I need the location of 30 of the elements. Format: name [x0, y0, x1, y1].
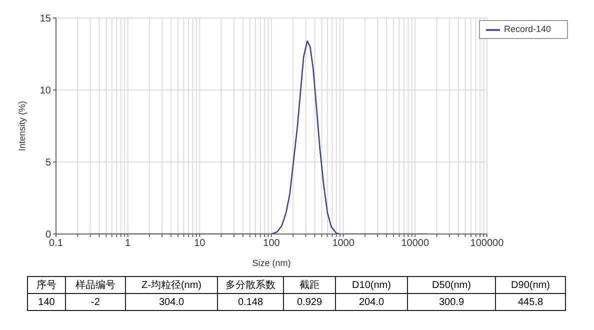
text: 序号 — [28, 276, 66, 294]
text: D10(nm) — [336, 276, 408, 294]
text: 0.929 — [284, 294, 336, 310]
y-tick-label: 15 — [40, 14, 52, 25]
y-tick-label: 0 — [45, 230, 52, 241]
text: 截距 — [284, 276, 336, 294]
text: 140 — [28, 294, 66, 310]
text: 多分散系数 — [218, 276, 284, 294]
x-tick-label: 1 — [125, 238, 132, 250]
x-tick-label: 10 — [194, 238, 206, 250]
x-axis-title: Size (nm) — [252, 258, 291, 268]
x-tick-label: 100 — [263, 238, 280, 250]
y-tick-label: 10 — [40, 86, 52, 97]
legend-label: Record-140 — [504, 24, 551, 34]
x-tick-label: 10000 — [401, 238, 430, 250]
text: 样品编号 — [66, 276, 126, 294]
text: 300.9 — [408, 294, 496, 310]
text: Z-均粒径(nm) — [126, 276, 218, 294]
text: 304.0 — [126, 294, 218, 310]
text: D90(nm) — [496, 276, 566, 294]
text: D50(nm) — [408, 276, 496, 294]
text: -2 — [66, 294, 126, 310]
text: 0.148 — [218, 294, 284, 310]
x-tick-label: 1000 — [332, 238, 355, 250]
y-tick-label: 5 — [45, 158, 52, 169]
text: 204.0 — [336, 294, 408, 310]
y-axis-title: Intensity (%) — [17, 100, 28, 152]
x-tick-label: 100000 — [470, 238, 504, 250]
x-tick-label: 0.1 — [49, 238, 64, 250]
text: 445.8 — [496, 294, 566, 310]
